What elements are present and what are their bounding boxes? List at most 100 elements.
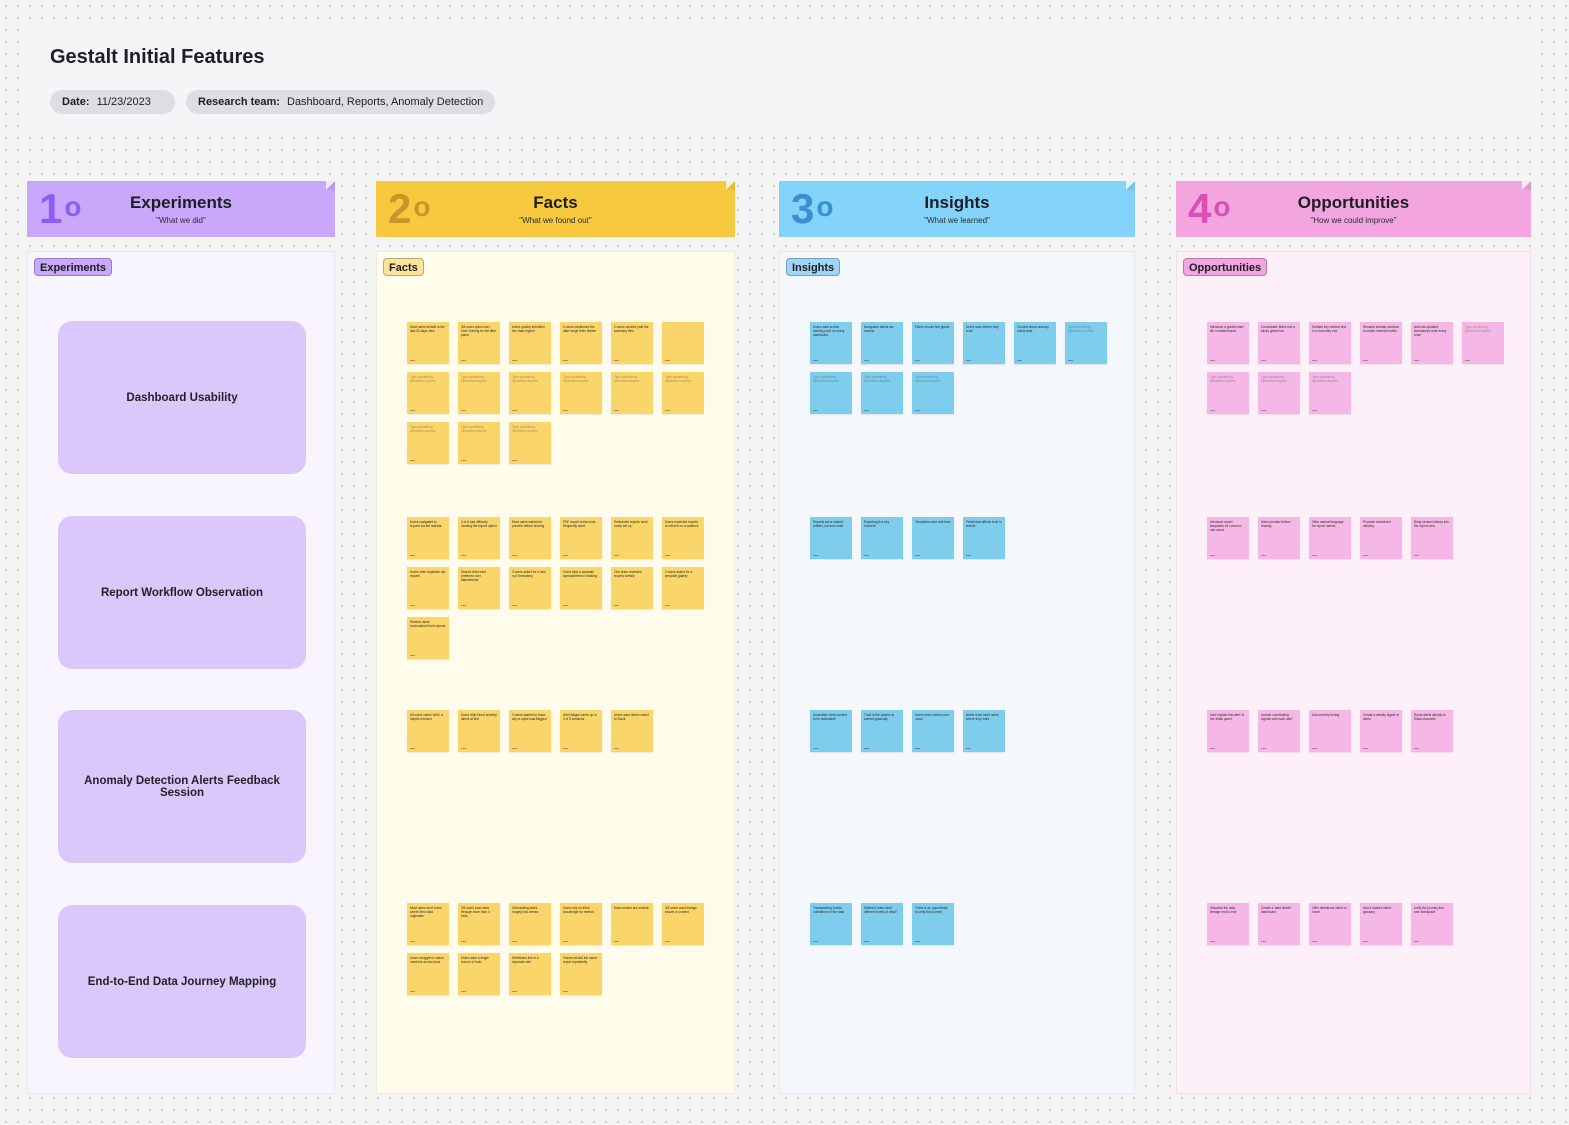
sticky-note[interactable]: 3/5 users want lineage shown in context — [662, 903, 704, 945]
sticky-note[interactable]: Most users don't know where their data o… — [407, 903, 449, 945]
experiments-section-tag[interactable]: Experiments — [34, 258, 113, 276]
sticky-note[interactable]: Type something, @mention anyone — [509, 422, 551, 464]
sticky-note[interactable]: Type something, @mention anyone — [1309, 372, 1351, 414]
sticky-note[interactable]: Data owners are unclear — [611, 903, 653, 945]
sticky-note[interactable]: 2 users mentioned the date range feels h… — [560, 322, 602, 364]
sticky-note[interactable]: Users want a single source of truth — [458, 953, 500, 995]
sticky-note[interactable]: Users often duplicate old reports — [407, 567, 449, 609]
sticky-note[interactable]: Add last-updated timestamps near every c… — [1411, 322, 1453, 364]
sticky-note[interactable]: Type something, @mention anyone — [810, 372, 852, 414]
sticky-note[interactable]: Templates save real time — [912, 517, 954, 559]
insights-column-header[interactable]: 3o Insights "What we learned" — [779, 181, 1135, 237]
facts-column-header[interactable]: 2o Facts "What we found out" — [376, 181, 735, 237]
experiment-card-anomaly-alerts[interactable]: Anomaly Detection Alerts Feedback Sessio… — [58, 710, 306, 863]
sticky-note[interactable]: 2 users scrolled past the summary tiles — [611, 322, 653, 364]
sticky-note[interactable]: Offer natural language for report names — [1309, 517, 1351, 559]
sticky-note[interactable]: Users expected reports to refresh on a c… — [662, 517, 704, 559]
sticky-note[interactable]: 3 users wanted to know why a spike was f… — [509, 710, 551, 752]
sticky-note[interactable]: Onboarding takes roughly two weeks — [509, 903, 551, 945]
sticky-note[interactable]: Add 'explain this alert' in the detail p… — [1207, 710, 1249, 752]
sticky-note[interactable]: Context about recency builds trust — [1014, 322, 1056, 364]
sticky-note[interactable]: Introduce a guided start tile on dashboa… — [1207, 322, 1249, 364]
sticky-note[interactable]: Users want a clear starting point on eve… — [810, 322, 852, 364]
sticky-note[interactable]: Type something, @mention anyone — [1462, 322, 1504, 364]
sticky-note[interactable]: Exporting is a key moment — [861, 517, 903, 559]
sticky-note[interactable]: 3 users asked for a 'last run' timestamp — [509, 567, 551, 609]
sticky-note[interactable]: Create a weekly digest of alerts — [1360, 710, 1402, 752]
sticky-note[interactable]: Navigation labels are unclear — [861, 322, 903, 364]
sticky-note[interactable]: Type something, @mention anyone — [662, 372, 704, 414]
facts-section-tag[interactable]: Facts — [383, 258, 424, 276]
sticky-note[interactable]: Users quickly identified the chart legen… — [509, 322, 551, 364]
opportunities-section-tag[interactable]: Opportunities — [1183, 258, 1268, 276]
sticky-note[interactable]: Allow preview before sharing — [1258, 517, 1300, 559]
sticky-note[interactable]: Create a 'data health' dashboard — [1258, 903, 1300, 945]
sticky-note[interactable]: Users need control over noise — [912, 710, 954, 752]
sticky-note[interactable]: Type something, @mention anyone — [407, 372, 449, 414]
sticky-note[interactable]: Type something, @mention anyone — [458, 372, 500, 414]
experiment-card-data-journey[interactable]: End-to-End Data Journey Mapping — [58, 905, 306, 1058]
sticky-note[interactable]: Most users default to the last-30-days v… — [407, 322, 449, 364]
sticky-note[interactable]: Type something, @mention anyone — [1258, 372, 1300, 414]
sticky-note[interactable]: Include contributing signals with each a… — [1258, 710, 1300, 752]
sticky-note[interactable]: Offer definitions inline on hover — [1309, 903, 1351, 945]
sticky-note[interactable]: Type something, @mention anyone — [861, 372, 903, 414]
sticky-note[interactable]: There is an opportunity to unify the jou… — [912, 903, 954, 945]
sticky-note[interactable]: Type something, @mention anyone — [1207, 372, 1249, 414]
sticky-note[interactable]: Filters should feel global — [912, 322, 954, 364]
sticky-note[interactable]: Alerts must meet users where they work — [963, 710, 1005, 752]
sticky-note[interactable]: Users scan before they read — [963, 322, 1005, 364]
sticky-note[interactable] — [662, 322, 704, 364]
sticky-note[interactable]: One team reviewed reports weekly — [611, 567, 653, 609]
sticky-note[interactable]: Rename sidebar sections to match mental … — [1360, 322, 1402, 364]
sticky-note[interactable]: Transparency builds confidence in the da… — [810, 903, 852, 945]
sticky-note[interactable]: Route alerts directly to Slack channels — [1411, 710, 1453, 752]
sticky-note[interactable]: Scheduled reports were rarely set up — [611, 517, 653, 559]
sticky-note[interactable]: Users kept a separate spreadsheet for tr… — [560, 567, 602, 609]
sticky-note[interactable]: Users rely on tribal knowledge for metri… — [560, 903, 602, 945]
sticky-note[interactable]: 4 of 6 had difficulty locating the expor… — [458, 517, 500, 559]
sticky-note[interactable]: Reports are a shared artifact, not solo … — [810, 517, 852, 559]
sticky-note[interactable]: Different roles need different levels of… — [861, 903, 903, 945]
insights-section-tag[interactable]: Insights — [786, 258, 841, 276]
sticky-note[interactable]: Promote scheduled delivery — [1360, 517, 1402, 559]
sticky-note[interactable]: Users navigated to reports via the sideb… — [407, 517, 449, 559]
date-pill[interactable]: Date: 11/23/2023 — [50, 90, 175, 114]
sticky-note[interactable]: Add a shared metric glossary — [1360, 903, 1402, 945]
sticky-note[interactable]: Type something, @mention anyone — [458, 422, 500, 464]
experiments-column-header[interactable]: 1o Experiments "What we did" — [27, 181, 335, 237]
sticky-note[interactable]: All users called 'AHA' a helpful moment — [407, 710, 449, 752]
sticky-note[interactable]: Type something, @mention anyone — [560, 372, 602, 414]
sticky-note[interactable]: Introduce report templates for common us… — [1207, 517, 1249, 559]
sticky-note[interactable]: 3/5 users pass data through more than 3 … — [458, 903, 500, 945]
sticky-note[interactable]: Users didn't trust severity labels at fi… — [458, 710, 500, 752]
sticky-note[interactable]: Bring version history into the report vi… — [1411, 517, 1453, 559]
sticky-note[interactable]: Most users wanted to preview before shar… — [509, 517, 551, 559]
opportunities-column-header[interactable]: 4o Opportunities "How we could improve" — [1176, 181, 1531, 237]
sticky-note[interactable]: Anomalies need context to be actionable — [810, 710, 852, 752]
research-team-pill[interactable]: Research team: Dashboard, Reports, Anoma… — [186, 90, 496, 114]
sticky-note[interactable]: Unify the journey into one workspace — [1411, 903, 1453, 945]
sticky-note[interactable]: Users struggle to match numbers across t… — [407, 953, 449, 995]
sticky-note[interactable]: Surface key metrics first in a summary r… — [1309, 322, 1351, 364]
sticky-note[interactable]: Type something, @mention anyone — [611, 372, 653, 414]
sticky-note[interactable]: 3/5 users spent over 2min hunting for th… — [458, 322, 500, 364]
sticky-note[interactable]: Type something, @mention anyone — [1065, 322, 1107, 364]
experiment-card-report-workflow[interactable]: Report Workflow Observation — [58, 516, 306, 669]
sticky-note[interactable]: Teams rebuild the same report repeatedly — [560, 953, 602, 995]
sticky-note[interactable]: Shared links were preferred over attachm… — [458, 567, 500, 609]
sticky-note[interactable]: Add severity tuning — [1309, 710, 1351, 752]
sticky-note[interactable]: Freshness affects trust in results — [963, 517, 1005, 559]
sticky-note[interactable]: 2 users asked for a template gallery — [662, 567, 704, 609]
sticky-note[interactable]: Type something, @mention anyone — [407, 422, 449, 464]
experiment-card-dashboard-usability[interactable]: Dashboard Usability — [58, 321, 306, 474]
sticky-note[interactable]: Type something, @mention anyone — [509, 372, 551, 414]
sticky-note[interactable]: Several users bookmarked their reports — [407, 617, 449, 659]
sticky-note[interactable]: Users want alerts routed to Slack — [611, 710, 653, 752]
sticky-note[interactable]: Type something, @mention anyone — [912, 372, 954, 414]
sticky-note[interactable]: Consolidate filters into a sticky global… — [1258, 322, 1300, 364]
sticky-note[interactable]: Trust in the system is earned gradually — [861, 710, 903, 752]
sticky-note[interactable]: Visualize the data lineage end to end — [1207, 903, 1249, 945]
sticky-note[interactable]: Alert fatigue came up in 4 of 5 sessions — [560, 710, 602, 752]
sticky-note[interactable]: Definitions live in a separate wiki — [509, 953, 551, 995]
